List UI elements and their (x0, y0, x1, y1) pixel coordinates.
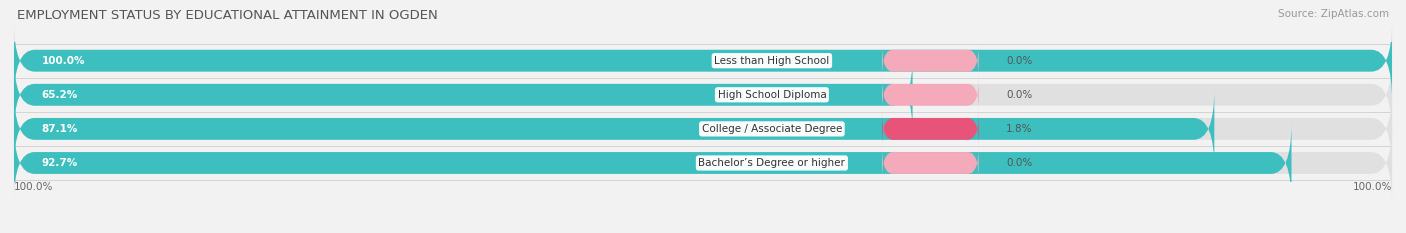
FancyBboxPatch shape (882, 79, 979, 111)
FancyBboxPatch shape (14, 21, 1392, 101)
FancyBboxPatch shape (14, 55, 912, 135)
Text: EMPLOYMENT STATUS BY EDUCATIONAL ATTAINMENT IN OGDEN: EMPLOYMENT STATUS BY EDUCATIONAL ATTAINM… (17, 9, 437, 22)
Text: 0.0%: 0.0% (1007, 158, 1032, 168)
Text: Less than High School: Less than High School (714, 56, 830, 66)
Text: 100.0%: 100.0% (1353, 182, 1392, 192)
FancyBboxPatch shape (882, 113, 979, 145)
FancyBboxPatch shape (14, 89, 1215, 169)
Text: 100.0%: 100.0% (42, 56, 86, 66)
FancyBboxPatch shape (14, 55, 1392, 135)
Text: 0.0%: 0.0% (1007, 56, 1032, 66)
Text: 100.0%: 100.0% (14, 182, 53, 192)
Text: Bachelor’s Degree or higher: Bachelor’s Degree or higher (699, 158, 845, 168)
Text: 1.8%: 1.8% (1007, 124, 1032, 134)
Text: Source: ZipAtlas.com: Source: ZipAtlas.com (1278, 9, 1389, 19)
Text: College / Associate Degree: College / Associate Degree (702, 124, 842, 134)
FancyBboxPatch shape (14, 123, 1392, 203)
FancyBboxPatch shape (882, 44, 979, 77)
Text: High School Diploma: High School Diploma (717, 90, 827, 100)
FancyBboxPatch shape (14, 21, 1392, 101)
FancyBboxPatch shape (14, 89, 1392, 169)
FancyBboxPatch shape (882, 147, 979, 179)
Text: 65.2%: 65.2% (42, 90, 77, 100)
Text: 87.1%: 87.1% (42, 124, 77, 134)
Text: 92.7%: 92.7% (42, 158, 77, 168)
Text: 0.0%: 0.0% (1007, 90, 1032, 100)
FancyBboxPatch shape (14, 123, 1292, 203)
